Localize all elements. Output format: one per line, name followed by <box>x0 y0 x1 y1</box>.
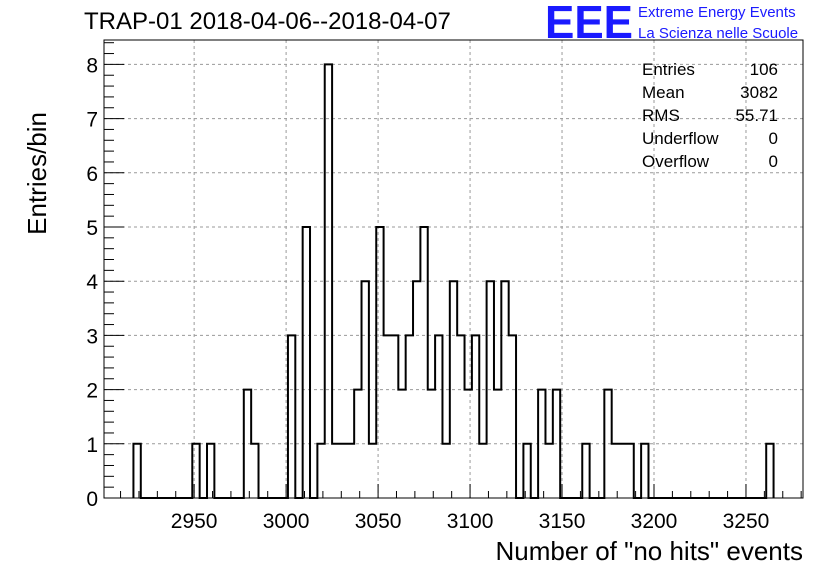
y-tick-label: 7 <box>86 109 98 132</box>
svg-text:EEE: EEE <box>545 2 633 42</box>
y-tick-label: 1 <box>86 434 98 457</box>
stat-overflow-label: Overflow <box>642 152 710 171</box>
x-tick-label: 2950 <box>171 510 218 533</box>
y-tick-label: 2 <box>86 380 98 403</box>
axis-tick-labels: 2950 3000 3050 3100 3150 3200 3250 0 1 2 3 4 5 6 7 8 <box>86 54 769 533</box>
y-axis-label: Entries/bin <box>22 112 52 235</box>
x-tick-label: 3250 <box>723 510 770 533</box>
stat-underflow-label: Underflow <box>642 129 719 148</box>
chart-title: TRAP-01 2018-04-06--2018-04-07 <box>84 8 451 35</box>
stat-mean-value: 3082 <box>740 83 778 102</box>
stat-underflow: Underflow 0 <box>642 127 778 150</box>
axis-ticks <box>104 42 802 499</box>
stat-rms-value: 55.71 <box>735 106 778 125</box>
grid-lines <box>104 40 803 498</box>
y-tick-label: 8 <box>86 54 98 77</box>
stat-underflow-value: 0 <box>768 129 778 148</box>
plot-frame <box>103 39 804 499</box>
x-tick-label: 3150 <box>539 510 586 533</box>
x-tick-label: 3000 <box>263 510 310 533</box>
histogram-step-line <box>132 63 775 499</box>
stat-mean-label: Mean <box>642 83 685 102</box>
logo-line-2: La Scienza nelle Scuole <box>638 25 799 42</box>
stat-entries: Entries 106 <box>642 58 778 81</box>
y-tick-label: 0 <box>86 488 98 511</box>
x-tick-label: 3050 <box>355 510 402 533</box>
logo-line-1: Extreme Energy Events <box>638 4 796 21</box>
x-axis-label: Number of "no hits" events <box>495 536 804 566</box>
y-tick-label: 6 <box>86 163 98 186</box>
y-tick-label: 3 <box>86 325 98 348</box>
statistics-box: Entries 106 Mean 3082 RMS 55.71 Underflo… <box>642 58 778 173</box>
stat-overflow-value: 0 <box>768 152 778 171</box>
x-tick-label: 3100 <box>447 510 494 533</box>
stat-rms-label: RMS <box>642 106 680 125</box>
stat-mean: Mean 3082 <box>642 81 778 104</box>
x-tick-label: 3200 <box>631 510 678 533</box>
eee-logo: EEE <box>545 2 633 42</box>
y-tick-label: 4 <box>86 271 98 294</box>
stat-entries-label: Entries <box>642 60 695 79</box>
stat-entries-value: 106 <box>749 60 778 79</box>
stat-overflow: Overflow 0 <box>642 150 778 173</box>
y-tick-label: 5 <box>86 217 98 240</box>
stat-rms: RMS 55.71 <box>642 104 778 127</box>
